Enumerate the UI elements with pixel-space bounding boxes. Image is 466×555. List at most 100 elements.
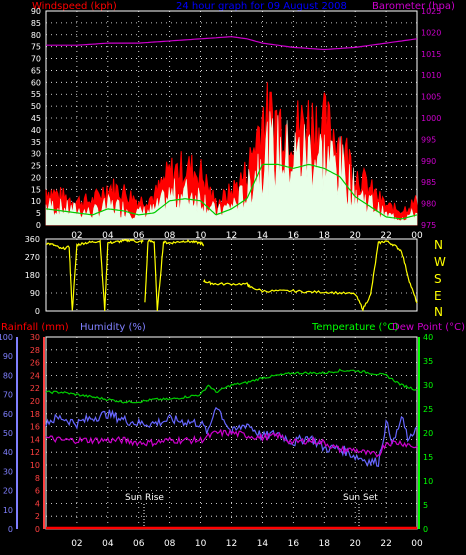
barometer-tick-label: 985: [421, 178, 436, 187]
humidity-tick-label: 0: [8, 525, 13, 534]
barometer-tick-label: 990: [421, 157, 436, 166]
time-tick-label: 14: [257, 539, 269, 549]
time-tick-label: 06: [133, 539, 145, 549]
rainfall-tick-label: 8: [35, 474, 40, 483]
time-tick-label: 06: [133, 231, 145, 241]
wind-tick-label: 60: [31, 78, 41, 87]
wind-tick-label: 75: [31, 43, 41, 52]
barometer-tick-label: 1020: [421, 28, 441, 37]
wind-tick-label: 0: [36, 221, 41, 230]
barometer-label: Barometer (hpa): [372, 1, 455, 12]
wind-tick-label: 25: [31, 162, 41, 171]
barometer-tick-label: 995: [421, 135, 436, 144]
wind-tick-label: 45: [31, 114, 41, 123]
temperature-tick-label: 35: [423, 357, 433, 366]
barometer-tick-label: 1000: [421, 114, 441, 123]
time-tick-label: 12: [226, 539, 237, 549]
time-tick-label: 08: [164, 231, 176, 241]
time-tick-label: 10: [195, 539, 207, 549]
temperature-tick-label: 30: [423, 381, 433, 390]
time-tick-label: 04: [102, 539, 114, 549]
humidity-tick-label: 70: [3, 391, 13, 400]
temperature-tick-label: 0: [423, 525, 428, 534]
wind-tick-label: 10: [31, 197, 41, 206]
compass-n-top: N: [434, 238, 443, 252]
temperature-line: [45, 368, 418, 404]
time-tick-label: 14: [257, 231, 269, 241]
time-tick-label: 22: [380, 539, 391, 549]
humidity-tick-label: 10: [3, 506, 13, 515]
humidity-label: Humidity (%): [80, 322, 146, 333]
time-tick-label: 18: [319, 539, 331, 549]
wind-tick-label: 70: [31, 55, 41, 64]
humidity-tick-label: 60: [3, 410, 13, 419]
rainfall-tick-label: 28: [30, 346, 40, 355]
rainfall-tick-label: 14: [30, 435, 40, 444]
humidity-tick-label: 30: [3, 467, 13, 476]
barometer-tick-label: 980: [421, 200, 436, 209]
time-tick-label: 00: [411, 231, 423, 241]
time-tick-label: 10: [195, 231, 207, 241]
compass-n-bottom: N: [434, 305, 443, 319]
wind-tick-label: 5: [36, 209, 41, 218]
time-tick-label: 20: [349, 539, 361, 549]
wind-tick-label: 35: [31, 138, 41, 147]
wind-direction-line: [144, 239, 205, 312]
humidity-tick-label: 20: [3, 487, 13, 496]
rainfall-tick-label: 2: [35, 512, 40, 521]
rainfall-tick-label: 30: [30, 333, 40, 342]
rainfall-tick-label: 4: [35, 499, 40, 508]
temperature-tick-label: 20: [423, 429, 433, 438]
time-tick-label: 20: [349, 231, 361, 241]
dew-point-line: [45, 428, 418, 458]
temperature-label: Temperature (°C): [311, 322, 398, 333]
humidity-tick-label: 100: [0, 333, 13, 342]
wind-direction-line: [203, 240, 418, 312]
temperature-tick-label: 25: [423, 405, 433, 414]
graph-title: 24 hour graph for 09 August 2008: [176, 1, 347, 12]
rainfall-tick-label: 16: [30, 423, 40, 432]
wind-tick-label: 15: [31, 185, 41, 194]
time-tick-label: 04: [102, 231, 114, 241]
barometer-tick-label: 1015: [421, 50, 441, 59]
time-tick-label: 02: [71, 231, 82, 241]
humidity-tick-label: 80: [3, 371, 13, 380]
sun-rise-label: Sun Rise: [125, 493, 164, 503]
time-tick-label: 02: [71, 539, 82, 549]
direction-tick-label: 360: [25, 235, 40, 244]
compass-w: W: [434, 255, 446, 269]
barometer-tick-label: 1025: [421, 7, 441, 16]
humidity-tick-label: 50: [3, 429, 13, 438]
wind-direction-line: [45, 238, 144, 312]
direction-tick-label: 0: [35, 307, 40, 316]
wind-tick-label: 80: [31, 31, 41, 40]
compass-e: E: [434, 289, 442, 303]
wind-tick-label: 50: [31, 102, 41, 111]
rainfall-tick-label: 0: [35, 525, 40, 534]
time-tick-label: 00: [411, 539, 423, 549]
time-tick-label: 16: [288, 539, 300, 549]
rainfall-tick-label: 10: [30, 461, 40, 470]
rainfall-tick-label: 22: [30, 384, 40, 393]
temperature-tick-label: 5: [423, 501, 428, 510]
temperature-tick-label: 15: [423, 453, 433, 462]
rainfall-tick-label: 26: [30, 359, 40, 368]
wind-tick-label: 65: [31, 66, 41, 75]
barometer-line: [46, 36, 418, 51]
wind-tick-label: 55: [31, 90, 41, 99]
rainfall-tick-label: 12: [30, 448, 40, 457]
barometer-tick-label: 975: [421, 221, 436, 230]
wind-tick-label: 30: [31, 150, 41, 159]
barometer-tick-label: 1010: [421, 71, 441, 80]
dew-point-label: Dew Point (°C): [392, 322, 465, 333]
wind-tick-label: 85: [31, 19, 41, 28]
direction-tick-label: 180: [25, 271, 40, 280]
temperature-tick-label: 40: [423, 333, 433, 342]
wind-average-line: [45, 163, 418, 220]
barometer-tick-label: 1005: [421, 93, 441, 102]
rainfall-tick-label: 18: [30, 410, 40, 419]
rainfall-tick-label: 20: [30, 397, 40, 406]
time-tick-label: 08: [164, 539, 176, 549]
wind-average-area: [45, 111, 418, 226]
windspeed-label: Windspeed (kph): [32, 1, 117, 12]
